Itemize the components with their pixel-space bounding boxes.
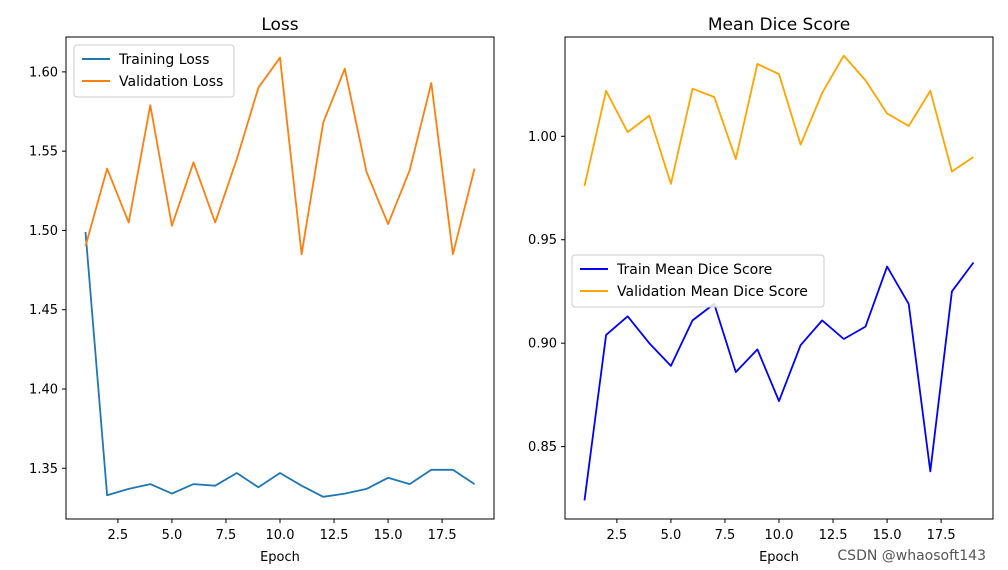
x-tick-label: 12.5 (320, 528, 349, 543)
series-line-train-mean-dice-score (583, 261, 975, 501)
y-tick-label: 1.35 (29, 462, 58, 477)
loss-plot: Loss 2.5 5.0 7.5 10.0 12.5 15.0 17.5 1.35 1.40 1.4… (29, 15, 495, 565)
y-tick-label: 1.55 (29, 145, 58, 160)
legend-label: Training Loss (118, 52, 209, 68)
legend: Train Mean Dice Score Validation Mean Dic… (571, 254, 825, 308)
legend-label: Validation Loss (119, 74, 223, 90)
legend-label: Validation Mean Dice Score (617, 284, 808, 300)
x-tick-label: 5.0 (162, 528, 183, 543)
series-line-training-loss (84, 231, 475, 498)
y-tick-label: 1.50 (29, 224, 58, 239)
x-tick-label: 5.0 (661, 528, 682, 543)
x-tick-label: 15.0 (374, 528, 403, 543)
series-line-validation-loss (84, 56, 476, 256)
x-tick-label: 10.0 (765, 528, 794, 543)
chart-title: Mean Dice Score (708, 15, 850, 35)
legend: Training Loss Validation Loss (73, 44, 235, 98)
x-tick-label: 10.0 (266, 528, 295, 543)
y-tick-label: 0.85 (528, 440, 557, 455)
x-axis-label: Epoch (759, 550, 799, 565)
y-tick-label: 1.60 (29, 65, 58, 80)
y-tick-label: 0.90 (528, 337, 557, 352)
x-tick-label: 15.0 (873, 528, 902, 543)
x-tick-label: 12.5 (819, 528, 848, 543)
x-tick-label: 17.5 (927, 528, 956, 543)
series-line-validation-mean-dice-score (583, 54, 975, 187)
x-tick-label: 7.5 (216, 528, 237, 543)
chart-title: Loss (261, 15, 298, 35)
y-tick-label: 0.95 (528, 233, 557, 248)
x-tick-label: 17.5 (428, 528, 457, 543)
legend-label: Train Mean Dice Score (616, 262, 772, 278)
y-tick-label: 1.45 (29, 303, 58, 318)
watermark: CSDN @whaosoft143 (837, 548, 986, 564)
legend-box (73, 44, 235, 98)
legend-box (571, 254, 825, 308)
mean-dice-score-plot: Mean Dice Score 2.5 5.0 7.5 10.0 12.5 15.0 17.5… (528, 15, 994, 565)
x-tick-label: 2.5 (108, 528, 129, 543)
x-tick-label: 2.5 (607, 528, 628, 543)
y-tick-label: 1.40 (29, 382, 58, 397)
axes-frame (65, 36, 495, 520)
x-tick-label: 7.5 (715, 528, 736, 543)
y-tick-label: 1.00 (528, 130, 557, 145)
x-axis-label: Epoch (260, 550, 300, 565)
